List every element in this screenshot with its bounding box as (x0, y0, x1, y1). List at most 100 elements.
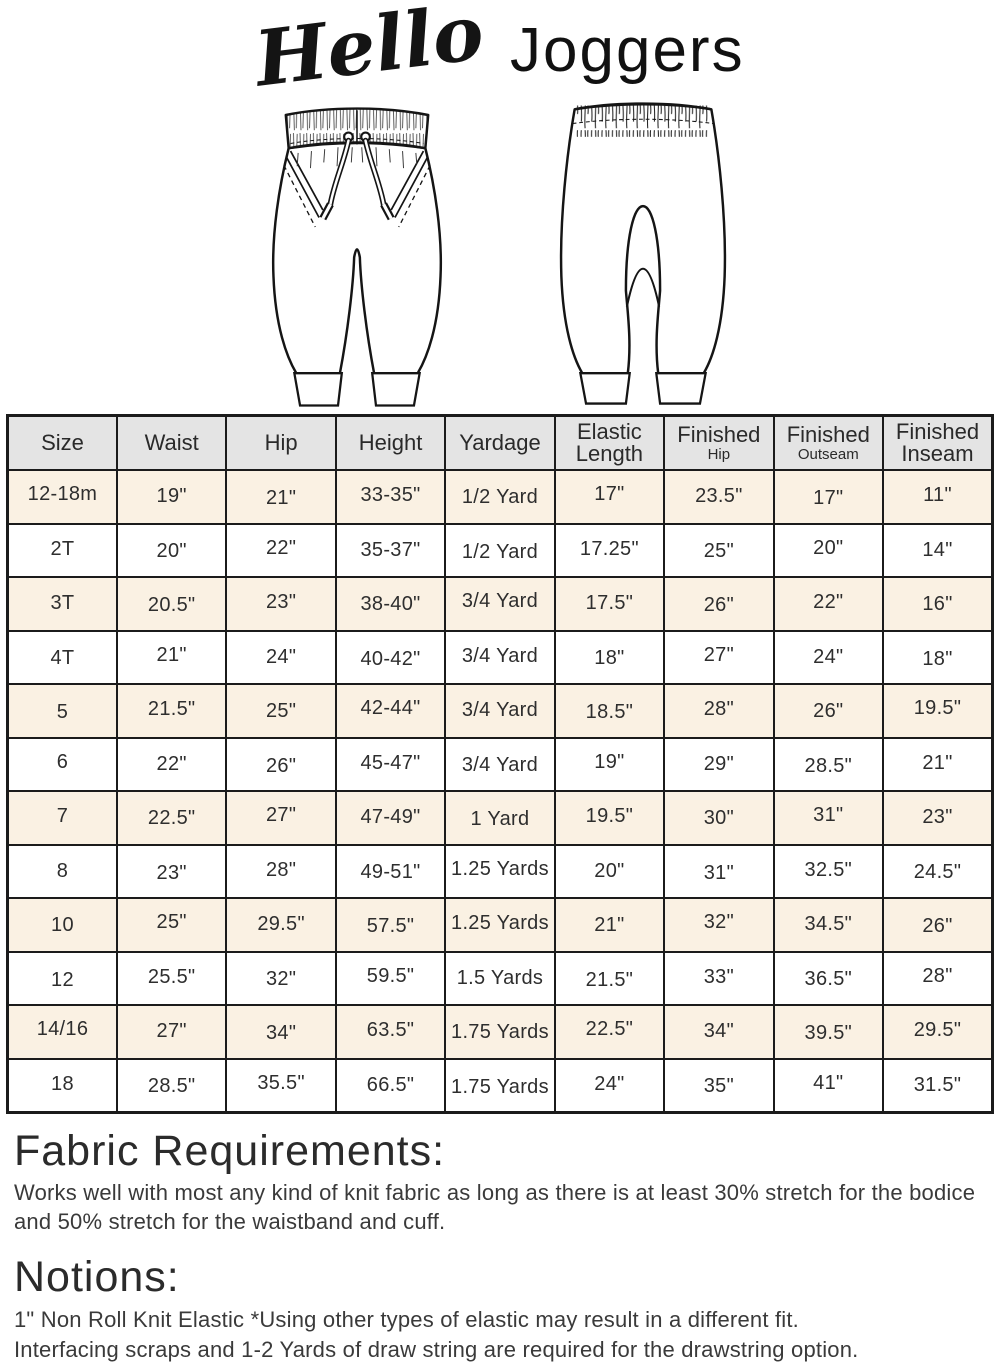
size-row: 5 21.5" 25" 42-44" 3/4 Yard 18.5" 28" 26" 19.5" (6, 683, 994, 739)
notions-heading: Notions: (14, 1253, 180, 1302)
size-chart-header: Size Waist Hip Height Yardage Elastic Length Fi… (6, 414, 994, 471)
notions-text-line2: Interfacing scraps and 1-2 Yards of draw… (14, 1337, 859, 1363)
value-cell: 32" (663, 897, 775, 953)
fabric-requirements-heading: Fabric Requirements: (14, 1127, 446, 1175)
value-cell: 22" (115, 736, 228, 792)
value-cell: 23" (882, 790, 994, 846)
value-cell: 1.75 Yards (444, 1004, 556, 1060)
value-cell: 25" (115, 897, 228, 953)
value-cell: 26" (772, 683, 885, 739)
value-cell: 32" (225, 950, 337, 1006)
value-cell: 28" (225, 843, 337, 899)
value-cell: 19.5" (553, 790, 666, 846)
size-cell: 3T (6, 576, 118, 632)
size-cell: 2T (6, 522, 118, 578)
value-cell: 41" (772, 1057, 885, 1114)
size-cell: 6 (6, 736, 118, 792)
value-cell: 1.25 Yards (444, 843, 556, 899)
value-cell: 27" (663, 629, 775, 685)
value-cell: 3/4 Yard (444, 629, 556, 685)
size-cell: 10 (6, 897, 118, 953)
value-cell: 31" (663, 843, 775, 899)
size-cell: 7 (6, 790, 118, 846)
value-cell: 21" (882, 736, 994, 792)
value-cell: 19" (553, 736, 666, 792)
fabric-requirements-section: Fabric Requirements: Works well with mos… (14, 1127, 986, 1236)
value-cell: 42-44" (334, 683, 447, 739)
value-cell: 17.5" (553, 576, 666, 632)
value-cell: 27" (115, 1004, 228, 1060)
value-cell: 21.5" (553, 950, 666, 1006)
size-row: 6 22" 26" 45-47" 3/4 Yard 19" 29" 28.5" 21" (6, 736, 994, 792)
value-cell: 20" (553, 843, 666, 899)
value-cell: 1.5 Yards (444, 950, 556, 1006)
value-cell: 18" (553, 629, 666, 685)
size-cell: 12 (6, 950, 118, 1006)
value-cell: 35-37" (334, 522, 447, 578)
value-cell: 29.5" (225, 897, 337, 953)
value-cell: 24" (225, 629, 337, 685)
column-header: Waist (115, 414, 228, 471)
value-cell: 24" (772, 629, 885, 685)
column-header: Finished Hip (663, 414, 775, 471)
size-row: 8 23" 28" 49-51" 1.25 Yards 20" 31" 32.5" 24.5" (6, 843, 994, 899)
value-cell: 1.25 Yards (444, 897, 556, 953)
value-cell: 39.5" (772, 1004, 885, 1060)
value-cell: 34.5" (772, 897, 885, 953)
value-cell: 22" (225, 522, 337, 578)
title-plain-word: Joggers (510, 16, 745, 85)
value-cell: 22.5" (115, 790, 228, 846)
value-cell: 3/4 Yard (444, 683, 556, 739)
value-cell: 23" (115, 843, 228, 899)
value-cell: 57.5" (334, 897, 447, 953)
joggers-back-illustration (559, 102, 727, 405)
value-cell: 18" (882, 629, 994, 685)
value-cell: 16" (882, 576, 994, 632)
size-cell: 5 (6, 683, 118, 739)
title-script-word: Hello (250, 0, 489, 104)
joggers-front-illustration (271, 107, 443, 407)
size-row: 3T 20.5" 23" 38-40" 3/4 Yard 17.5" 26" 22" 16" (6, 576, 994, 632)
value-cell: 45-47" (334, 736, 447, 792)
value-cell: 1/2 Yard (444, 522, 556, 578)
value-cell: 34" (663, 1004, 775, 1060)
value-cell: 11" (882, 469, 994, 525)
value-cell: 25.5" (115, 950, 228, 1006)
size-row: 2T 20" 22" 35-37" 1/2 Yard 17.25" 25" 20" 14" (6, 522, 994, 578)
value-cell: 24.5" (882, 843, 994, 899)
notions-section: Notions: 1" Non Roll Knit Elastic *Using… (14, 1254, 986, 1364)
value-cell: 17.25" (553, 522, 666, 578)
column-header: Size (6, 414, 118, 471)
value-cell: 35" (663, 1057, 775, 1114)
column-header: Finished Inseam (882, 414, 994, 471)
value-cell: 40-42" (334, 629, 447, 685)
value-cell: 63.5" (334, 1004, 447, 1060)
column-header: Height (334, 414, 447, 471)
size-row: 14/16 27" 34" 63.5" 1.75 Yards 22.5" 34" 39.5" 2… (6, 1004, 994, 1060)
value-cell: 66.5" (334, 1057, 447, 1114)
technical-drawings (0, 96, 1000, 414)
value-cell: 21.5" (115, 683, 228, 739)
size-cell: 14/16 (6, 1004, 118, 1060)
column-header: Yardage (444, 414, 556, 471)
value-cell: 59.5" (334, 950, 447, 1006)
size-cell: 8 (6, 843, 118, 899)
column-header: Finished Outseam (772, 414, 885, 471)
value-cell: 21" (115, 629, 228, 685)
value-cell: 30" (663, 790, 775, 846)
value-cell: 26" (882, 897, 994, 953)
value-cell: 25" (225, 683, 337, 739)
value-cell: 28.5" (115, 1057, 228, 1114)
value-cell: 19.5" (882, 683, 994, 739)
value-cell: 18.5" (553, 683, 666, 739)
value-cell: 1.75 Yards (444, 1057, 556, 1114)
value-cell: 26" (663, 576, 775, 632)
value-cell: 21" (553, 897, 666, 953)
value-cell: 49-51" (334, 843, 447, 899)
value-cell: 3/4 Yard (444, 736, 556, 792)
value-cell: 24" (553, 1057, 666, 1114)
size-chart-table: Size Waist Hip Height Yardage Elastic Length Fi… (6, 414, 994, 1114)
value-cell: 31.5" (882, 1057, 994, 1114)
value-cell: 27" (225, 790, 337, 846)
